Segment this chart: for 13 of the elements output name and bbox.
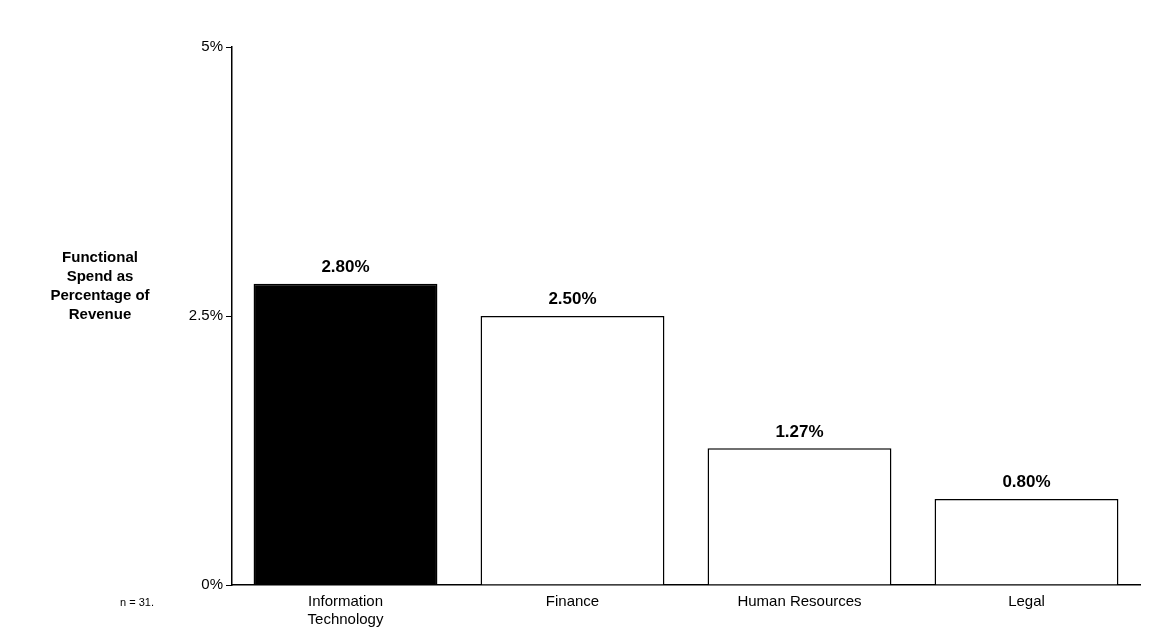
y-tick-label: 0% [201, 575, 223, 593]
y-axis-title: Functional Spend as Percentage of Revenue [50, 247, 151, 322]
y-tick-label: 5% [201, 37, 223, 55]
data-label: 2.50% [548, 289, 597, 309]
y-tick-label: 2.5% [188, 306, 223, 324]
x-tick-label: Information Technology [307, 592, 384, 628]
x-tick-label: Legal [1008, 592, 1045, 610]
data-label: 2.80% [321, 256, 370, 276]
x-tick-label: Human Resources [737, 592, 862, 610]
data-label: 0.80% [1002, 472, 1051, 492]
text: n = 31. [120, 596, 154, 609]
x-tick-label: Finance [545, 592, 600, 610]
data-label: 1.27% [775, 421, 824, 441]
